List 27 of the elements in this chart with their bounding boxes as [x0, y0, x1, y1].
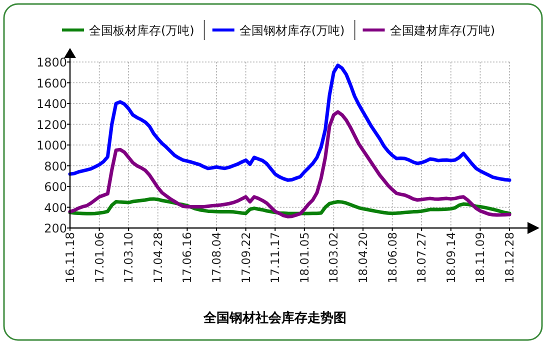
y-tick-label: 800 [44, 159, 67, 174]
y-tick-label: 400 [44, 200, 67, 215]
x-tick-label: 17.06.16 [180, 232, 194, 284]
x-tick-label: 17.03.10 [122, 232, 136, 284]
legend-label: 全国建材库存(万吨) [390, 24, 496, 38]
x-tick-label: 17.09.22 [238, 232, 253, 284]
x-tick-label: 18.01.05 [297, 232, 312, 284]
x-tick-label: 18.11.09 [473, 232, 488, 284]
x-tick-label: 18.03.02 [326, 232, 341, 284]
y-tick-label: 1200 [36, 118, 67, 132]
x-tick-label: 18.04.20 [356, 232, 370, 284]
x-tick-label: 18.07.27 [414, 232, 429, 284]
y-tick-label: 1400 [36, 97, 67, 111]
text: 全国钢材社会库存走势图 [202, 310, 346, 326]
y-tick-label: 1800 [36, 56, 67, 70]
x-tick-label: 17.11.17 [268, 232, 282, 284]
x-tick-label: 18.12.28 [502, 232, 516, 284]
x-tick-label: 18.09.14 [444, 232, 458, 284]
x-tick-label: 18.06.08 [385, 232, 400, 284]
y-tick-label: 1000 [36, 138, 67, 152]
x-tick-label: 17.08.04 [210, 232, 224, 284]
legend-label: 全国钢材库存(万吨) [239, 24, 345, 38]
legend-label: 全国板材库存(万吨) [89, 24, 194, 38]
x-tick-label: 17.01.06 [92, 232, 106, 284]
x-tick-label: 17.04.28 [150, 232, 165, 284]
y-tick-label: 600 [44, 180, 67, 194]
y-tick-label: 1600 [36, 76, 67, 90]
